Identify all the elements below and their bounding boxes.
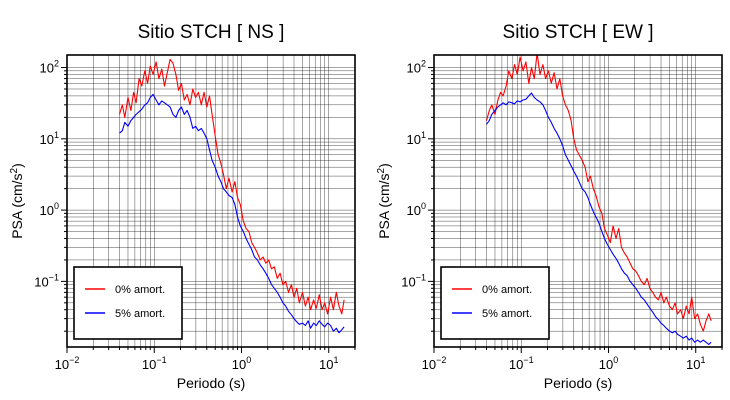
y-axis-label: PSA (cm/s2) xyxy=(376,163,392,239)
x-tick-label: 10−2 xyxy=(55,355,80,372)
panel-ew: 10−2 10−1 100 101 10−1 100 101 102 Sitio STCH [ … xyxy=(376,22,723,391)
legend-box xyxy=(73,266,183,340)
axis-ticks xyxy=(428,67,723,353)
y-tick-label: 101 xyxy=(407,130,426,147)
x-axis-label: Periodo (s) xyxy=(177,375,245,391)
series-line-0pct xyxy=(485,55,712,332)
legend: 0% amort. 5% amort. xyxy=(73,266,183,340)
x-tick-label: 100 xyxy=(232,355,251,372)
x-axis-label: Periodo (s) xyxy=(544,375,612,391)
y-tick-label: 102 xyxy=(40,59,59,76)
series-line-5pct xyxy=(119,93,345,334)
y-tick-label: 102 xyxy=(407,59,426,76)
series-group xyxy=(485,55,712,346)
series-line-5pct xyxy=(486,92,712,346)
plot-frame xyxy=(433,54,723,348)
plot-frame xyxy=(66,54,356,348)
panel-ns: 10−2 10−1 100 101 10−1 100 101 102 Sitio STCH [ … xyxy=(9,22,356,391)
y-tick-label: 100 xyxy=(40,201,59,218)
y-tick-label: 10−1 xyxy=(401,272,426,289)
legend: 0% amort. 5% amort. xyxy=(440,266,550,340)
x-tick-label: 10−2 xyxy=(422,355,447,372)
x-tick-label: 101 xyxy=(686,355,705,372)
chart-title: Sitio STCH [ NS ] xyxy=(138,22,285,43)
legend-box xyxy=(440,266,550,340)
legend-label-0pct: 0% amort. xyxy=(482,284,532,296)
x-tick-label: 101 xyxy=(319,355,338,372)
series-line-0pct xyxy=(118,58,345,315)
y-axis-label: PSA (cm/s2) xyxy=(9,163,25,239)
chart-title: Sitio STCH [ EW ] xyxy=(503,22,654,43)
x-tick-label: 10−1 xyxy=(509,355,534,372)
legend-label-5pct: 5% amort. xyxy=(482,308,532,320)
y-tick-label: 100 xyxy=(407,201,426,218)
y-tick-label: 10−1 xyxy=(34,272,59,289)
x-tick-label: 100 xyxy=(599,355,618,372)
gridlines xyxy=(66,55,356,347)
legend-label-5pct: 5% amort. xyxy=(115,308,165,320)
legend-label-0pct: 0% amort. xyxy=(115,284,165,296)
series-group xyxy=(118,58,345,334)
y-tick-label: 101 xyxy=(40,130,59,147)
x-tick-label: 10−1 xyxy=(142,355,167,372)
axis-ticks xyxy=(61,67,356,353)
